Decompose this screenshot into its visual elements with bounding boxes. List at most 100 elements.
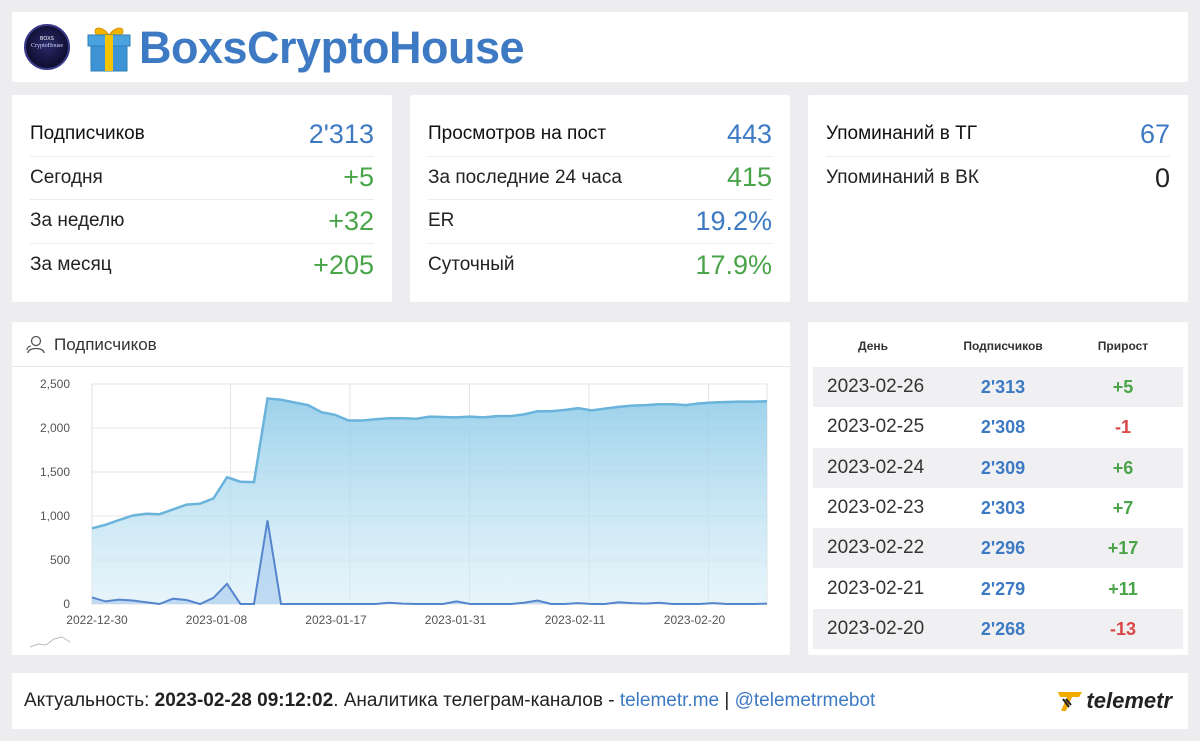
stat-label: Упоминаний в ТГ <box>826 123 978 145</box>
subscribers-area <box>92 398 767 604</box>
daily-growth-line <box>91 520 768 606</box>
stat-label: За неделю <box>30 210 125 232</box>
stat-label: Упоминаний в ВК <box>826 167 979 189</box>
row-subscribers: 2'296 <box>980 538 1026 559</box>
gift-icon <box>87 27 131 72</box>
telemetr-logo[interactable]: telemetr <box>1057 687 1172 715</box>
y-tick-label: 2,500 <box>40 377 70 391</box>
row-growth: +5 <box>1112 377 1134 397</box>
stat-value: +32 <box>328 205 374 236</box>
row-growth: -13 <box>1109 618 1136 639</box>
subscribers-stats-card: Подписчиков 2'313 Сегодня +5 За неделю +… <box>12 95 392 302</box>
stat-row: Просмотров на пост 443 <box>428 113 772 157</box>
stat-row: За неделю +32 <box>30 200 374 244</box>
footer-description: . Аналитика телеграм-каналов - <box>333 690 620 711</box>
stat-value: +5 <box>343 162 374 193</box>
footer-separator: | <box>719 690 735 711</box>
stat-row: Подписчиков 2'313 <box>30 113 374 157</box>
telemetr-logo-icon <box>1058 692 1083 711</box>
row-growth: +6 <box>1112 457 1134 478</box>
y-tick-label: 0 <box>63 597 70 611</box>
stat-label: За месяц <box>30 254 112 276</box>
footer-text: Актуальность: 2023-02-28 09:12:02. Анали… <box>24 690 875 712</box>
table-row: 2023-02-25 2'308 -1 <box>813 407 1183 447</box>
table-row: 2023-02-21 2'279 +11 <box>813 569 1183 609</box>
row-date: 2023-02-20 <box>827 617 925 639</box>
x-tick-label: 2023-01-31 <box>425 613 487 627</box>
x-tick-label: 2023-02-20 <box>664 613 726 627</box>
subscribers-line <box>91 397 768 530</box>
row-subscribers: 2'309 <box>980 457 1026 478</box>
stat-row: За последние 24 часа 415 <box>428 157 772 200</box>
stat-value: 17.9% <box>695 249 772 280</box>
row-growth: +7 <box>1112 497 1134 518</box>
stat-label: Суточный <box>428 254 515 276</box>
y-tick-label: 2,000 <box>40 421 70 435</box>
stat-label: Просмотров на пост <box>428 123 607 145</box>
y-tick-label: 1,500 <box>40 465 70 479</box>
stat-label: За последние 24 часа <box>428 166 622 188</box>
freshness-label: Актуальность: <box>24 690 155 711</box>
row-subscribers: 2'313 <box>980 377 1026 397</box>
stat-label: ER <box>428 210 455 232</box>
views-stats-card: Просмотров на пост 443 За последние 24 ч… <box>410 95 790 302</box>
avatar-text-top: BOXS <box>40 36 54 42</box>
row-subscribers: 2'268 <box>980 618 1026 639</box>
row-growth: +17 <box>1107 538 1139 559</box>
stat-row: Упоминаний в ТГ 67 <box>826 113 1170 157</box>
table-row: 2023-02-20 2'268 -13 <box>813 608 1183 650</box>
telemetr-link[interactable]: telemetr.me <box>619 690 720 711</box>
table-row: 2023-02-22 2'296 +17 <box>813 528 1183 569</box>
x-tick-label: 2023-01-08 <box>186 613 248 627</box>
stat-row: Суточный 17.9% <box>428 244 772 288</box>
telemetr-bot-link[interactable]: @telemetrmebot <box>734 690 876 711</box>
footer: Актуальность: 2023-02-28 09:12:02. Анали… <box>12 673 1188 729</box>
stat-row: Упоминаний в ВК 0 <box>826 157 1170 201</box>
user-icon <box>26 335 45 354</box>
row-growth: +11 <box>1108 578 1138 599</box>
chart-title: Подписчиков <box>54 335 157 354</box>
column-header-subscribers: Подписчиков <box>963 339 1043 353</box>
row-growth: -1 <box>1114 417 1131 438</box>
table-row: 2023-02-26 2'313 +5 <box>813 367 1183 408</box>
x-tick-label: 2023-02-11 <box>545 613 606 627</box>
daily-growth-area <box>92 520 767 604</box>
table-header: День Подписчиков Прирост <box>813 322 1183 367</box>
navigator-sparkline <box>29 636 71 648</box>
table-row: 2023-02-23 2'303 +7 <box>813 488 1183 528</box>
channel-header: BOXS CryptoHouse BoxsCryptoHouse <box>12 12 1188 82</box>
row-subscribers: 2'279 <box>980 578 1026 599</box>
row-date: 2023-02-22 <box>827 537 925 559</box>
stat-value: 19.2% <box>695 205 772 236</box>
row-subscribers: 2'303 <box>980 497 1026 518</box>
stat-value: 443 <box>726 118 772 149</box>
stat-value: 2'313 <box>308 118 374 149</box>
stat-value: +205 <box>313 249 374 280</box>
row-date: 2023-02-25 <box>827 416 925 438</box>
row-subscribers: 2'308 <box>980 417 1026 438</box>
stat-value: 415 <box>726 162 772 193</box>
x-tick-label: 2022-12-30 <box>66 613 128 627</box>
telemetr-logo-text: telemetr <box>1086 688 1172 713</box>
daily-table-card: День Подписчиков Прирост 2023-02-26 2'313… <box>808 322 1188 655</box>
x-tick-label: 2023-01-17 <box>305 613 367 627</box>
avatar-text: CryptoHouse <box>31 43 63 49</box>
stat-label: Сегодня <box>30 166 103 188</box>
row-date: 2023-02-21 <box>827 577 925 599</box>
channel-avatar[interactable]: BOXS CryptoHouse <box>24 24 70 70</box>
y-tick-label: 1,000 <box>40 509 70 523</box>
channel-title[interactable]: BoxsCryptoHouse <box>139 22 525 73</box>
row-date: 2023-02-24 <box>827 456 925 478</box>
table-row: 2023-02-24 2'309 +6 <box>813 447 1183 488</box>
stat-row: ER 19.2% <box>428 200 772 244</box>
stat-label: Подписчиков <box>30 123 145 145</box>
stat-value: 67 <box>1139 118 1170 149</box>
subscribers-chart-card: Подписчиков 0 500 1,000 1,500 2,000 2,500 2022… <box>12 322 790 655</box>
row-date: 2023-02-23 <box>827 496 925 518</box>
y-tick-label: 500 <box>50 553 70 567</box>
freshness-timestamp: 2023-02-28 09:12:02 <box>154 690 334 711</box>
column-header-growth: Прирост <box>1097 339 1149 353</box>
stat-row: Сегодня +5 <box>30 157 374 200</box>
subscribers-chart[interactable]: 0 500 1,000 1,500 2,000 2,500 2022-12-30 2023-0… <box>12 367 790 655</box>
chart-header: Подписчиков <box>12 322 790 367</box>
